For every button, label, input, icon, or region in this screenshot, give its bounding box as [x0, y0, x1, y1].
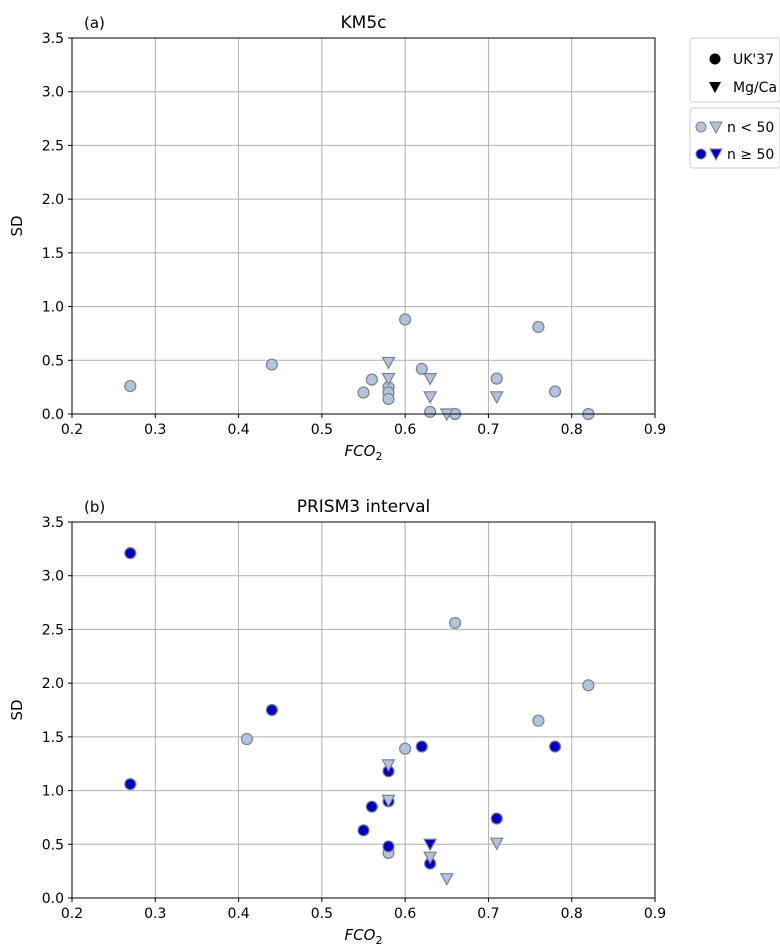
data-point-triangle — [423, 851, 438, 865]
x-axis-label-subscript: 2 — [375, 450, 382, 463]
plot-frame — [71, 37, 656, 415]
legend-triangle-ge50 — [709, 148, 723, 162]
data-point-circle — [124, 547, 137, 560]
data-point-circle — [532, 320, 545, 334]
x-tick-label: 0.7 — [477, 422, 499, 438]
legend-sample-box: n < 50 n ≥ 50 — [689, 107, 780, 169]
data-point-circle — [490, 812, 503, 825]
panel-b: 0.2 0.3 0.4 0.5 0.6 0.7 0.8 0.9 0.0 0.5 1.0 1.5 2.0 2… — [8, 497, 666, 947]
legend-label-ukprime37: UK'37 — [733, 52, 774, 68]
data-point-triangle — [423, 391, 438, 405]
data-point-circle — [415, 362, 428, 375]
data-point-triangle — [381, 759, 396, 773]
data-point-circle — [449, 616, 462, 630]
data-point-triangle — [423, 372, 438, 386]
x-axis-label-main: FCO — [345, 926, 376, 944]
y-tick-label: 0.0 — [42, 891, 64, 907]
x-tick-label: 0.3 — [144, 422, 166, 438]
data-point-triangle — [381, 372, 396, 386]
x-tick-label: 0.3 — [144, 906, 166, 922]
data-point-circle — [415, 740, 428, 753]
panel-letter: (a) — [84, 14, 105, 32]
y-tick-label: 1.5 — [42, 246, 64, 262]
legend-circle-marker — [709, 53, 721, 65]
y-tick-label: 3.0 — [42, 85, 64, 101]
x-tick-label: 0.6 — [394, 422, 416, 438]
data-point-triangle — [489, 837, 504, 851]
legend-triangle-marker — [709, 82, 721, 93]
y-tick-label: 2.5 — [42, 622, 64, 638]
legend-label-mgca: Mg/Ca — [733, 80, 777, 96]
y-tick-label: 3.0 — [42, 569, 64, 585]
data-point-circle — [582, 679, 595, 692]
legend-circle-lt50 — [695, 121, 707, 133]
data-point-circle — [424, 405, 437, 418]
y-tick-label: 3.5 — [42, 31, 64, 47]
panel-letter: (b) — [84, 498, 105, 516]
x-tick-label: 0.5 — [311, 422, 333, 438]
y-axis-label: SD — [8, 215, 26, 236]
data-point-triangle — [423, 838, 438, 852]
data-point-triangle — [381, 356, 396, 370]
panel-title: PRISM3 interval — [297, 497, 431, 517]
x-tick-label: 0.9 — [644, 906, 666, 922]
data-point-circle — [124, 379, 137, 393]
y-tick-label: 1.5 — [42, 730, 64, 746]
x-axis-label: FCO2 — [345, 442, 383, 463]
legend-label-n-lt-50: n < 50 — [727, 120, 774, 136]
data-point-circle — [365, 373, 378, 386]
panel-title: KM5c — [341, 13, 387, 33]
legend-label-n-ge-50: n ≥ 50 — [727, 147, 774, 163]
data-point-circle — [399, 742, 412, 755]
x-tick-label: 0.8 — [561, 422, 583, 438]
x-tick-label: 0.7 — [477, 906, 499, 922]
x-tick-label: 0.4 — [227, 906, 249, 922]
data-point-circle — [532, 714, 545, 727]
data-point-triangle — [439, 873, 454, 886]
x-tick-label: 0.6 — [394, 906, 416, 922]
x-tick-label: 0.8 — [561, 906, 583, 922]
plot-frame — [71, 521, 656, 899]
legend-circle-ge50 — [695, 148, 707, 160]
y-tick-label: 1.0 — [42, 784, 64, 800]
y-tick-label: 2.5 — [42, 138, 64, 154]
y-tick-label: 1.0 — [42, 300, 64, 316]
y-tick-label: 0.5 — [42, 837, 64, 853]
data-point-circle — [548, 385, 562, 398]
y-tick-label: 0.0 — [42, 407, 64, 423]
data-point-circle — [548, 740, 562, 753]
x-tick-label: 0.5 — [311, 906, 333, 922]
data-point-circle — [365, 800, 378, 813]
legend-triangle-lt50 — [709, 121, 723, 135]
x-axis-label-main: FCO — [345, 442, 376, 460]
data-point-triangle — [489, 391, 504, 405]
x-axis-label: FCO2 — [345, 926, 383, 947]
data-point-circle — [357, 386, 370, 399]
x-tick-label: 0.9 — [644, 422, 666, 438]
y-tick-label: 0.5 — [42, 353, 64, 369]
y-tick-label: 2.0 — [42, 676, 64, 692]
y-tick-label: 2.0 — [42, 192, 64, 208]
legend-marker-box: UK'37 Mg/Ca — [689, 37, 780, 103]
data-point-circle — [124, 778, 137, 791]
data-point-circle — [399, 313, 412, 326]
data-point-circle — [490, 372, 503, 385]
y-axis-label: SD — [8, 699, 26, 720]
x-tick-label: 0.2 — [61, 906, 83, 922]
y-tick-label: 3.5 — [42, 515, 64, 531]
data-point-circle — [240, 732, 253, 746]
data-point-circle — [265, 358, 278, 371]
data-point-circle — [382, 392, 395, 406]
data-point-circle — [357, 824, 370, 837]
x-tick-label: 0.2 — [61, 422, 83, 438]
data-point-circle — [382, 840, 395, 853]
data-point-circle — [265, 703, 278, 717]
x-axis-label-subscript: 2 — [375, 934, 382, 947]
panel-a: 0.2 0.3 0.4 0.5 0.6 0.7 0.8 0.9 0.0 0.5 1.0 1.5 2.0 2… — [8, 13, 666, 463]
x-tick-label: 0.4 — [227, 422, 249, 438]
data-point-triangle — [381, 794, 396, 808]
